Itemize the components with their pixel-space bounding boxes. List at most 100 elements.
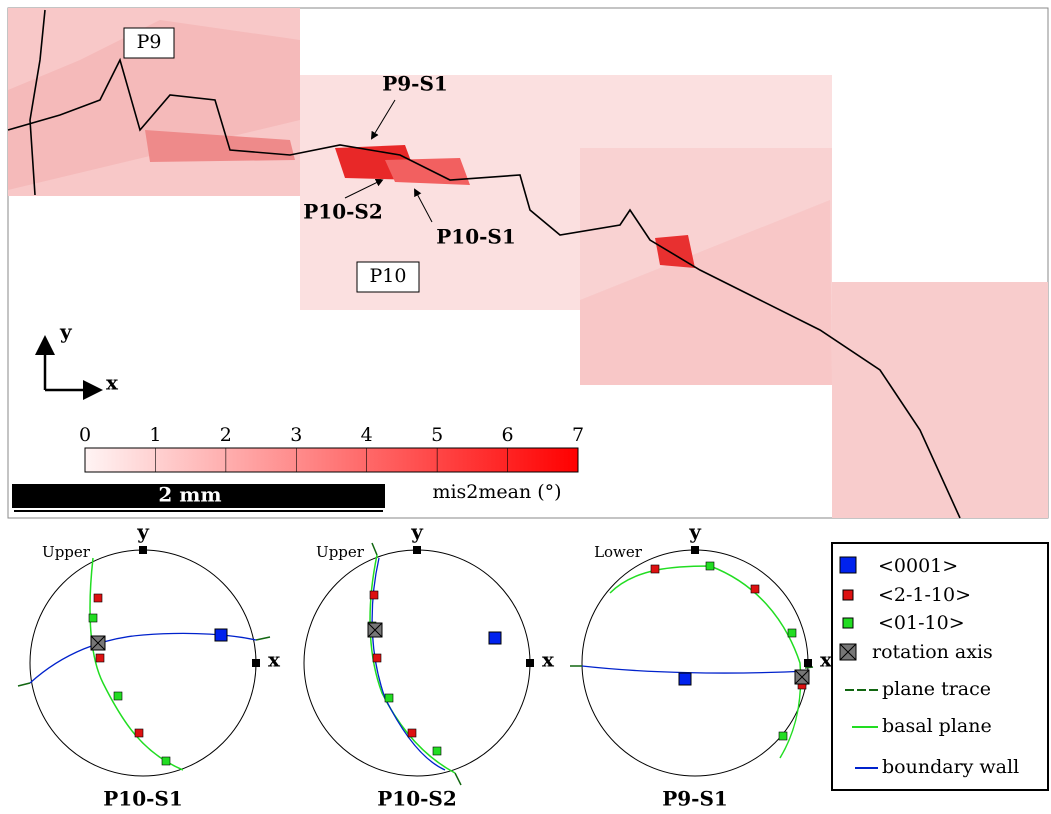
axis-label: x xyxy=(542,648,555,672)
basal-plane xyxy=(89,557,184,771)
rotation-axis xyxy=(90,635,106,651)
legend-entry: plane trace xyxy=(882,678,991,700)
legend-box xyxy=(831,542,1049,791)
axis-label: y xyxy=(59,320,73,344)
plane-trace xyxy=(454,772,462,786)
pole-2-1-10 xyxy=(95,653,105,663)
pole-2-1-10 xyxy=(650,564,660,574)
pole-2-1-10 xyxy=(407,728,417,738)
pole-01-10 xyxy=(113,691,123,701)
boundary-wall xyxy=(371,557,446,771)
legend-entry: <01-10> xyxy=(878,612,965,634)
pole-2-1-10 xyxy=(93,593,103,603)
colorbar-label: mis2mean (°) xyxy=(432,481,561,503)
colorbar-tick-label: 2 xyxy=(220,424,232,446)
hemisphere-label: Upper xyxy=(42,543,91,561)
axis-marker xyxy=(804,659,812,667)
boundary-wall xyxy=(29,632,257,684)
axis-label: y xyxy=(410,520,424,544)
plane-trace xyxy=(371,542,378,556)
pole-2-1-10 xyxy=(369,590,379,600)
legend-entry: <0001> xyxy=(878,555,958,577)
scale-bar-label: 2 mm xyxy=(158,483,221,507)
axis-label: x xyxy=(820,648,833,672)
pole-01-10 xyxy=(787,628,797,638)
pole-01-10 xyxy=(432,746,442,756)
pole-figure: y x Upper P10-S1 xyxy=(17,520,281,811)
arrow xyxy=(344,179,384,199)
primitive-circle xyxy=(581,549,809,777)
pole-0001 xyxy=(488,631,502,645)
grain xyxy=(8,20,300,190)
grain-boundary xyxy=(7,9,961,519)
pole-0001 xyxy=(678,672,692,686)
axis-label: y xyxy=(688,520,702,544)
grain-label: P10 xyxy=(370,265,407,287)
legend-entry: boundary wall xyxy=(882,756,1019,778)
legend: <0001> <2-1-10> <01-10> rotation axis pl… xyxy=(831,542,1049,791)
colorbar-tick-label: 7 xyxy=(572,424,584,446)
grain-label: P9 xyxy=(137,31,162,53)
primitive-circle xyxy=(29,549,257,777)
pole-figure-title: P10-S2 xyxy=(377,787,457,811)
primitive-circle xyxy=(303,549,531,777)
pole-figures: y x Upper P10-S1 y x Upper P10-S2 y x Lower P9-S1 xyxy=(17,520,833,811)
axis-marker xyxy=(526,659,534,667)
annotation: P10-S1 xyxy=(436,225,516,249)
plane-trace xyxy=(17,682,31,687)
pole-01-10 xyxy=(161,756,171,766)
colorbar-tick-label: 5 xyxy=(431,424,443,446)
pole-01-10 xyxy=(88,613,98,623)
plane-trace xyxy=(255,636,271,641)
tile xyxy=(832,282,1048,518)
pole-01-10 xyxy=(778,731,788,741)
legend-swatch xyxy=(842,589,854,601)
pole-0001 xyxy=(214,628,228,642)
axis-marker xyxy=(413,546,421,554)
pole-2-1-10 xyxy=(134,728,144,738)
basal-plane xyxy=(369,554,456,774)
axis-marker xyxy=(139,546,147,554)
label-box xyxy=(356,261,420,293)
colorbar-tick-label: 6 xyxy=(502,424,514,446)
pole-01-10 xyxy=(384,693,394,703)
rotation-axis xyxy=(794,669,810,685)
grain xyxy=(655,235,695,268)
pole-figure-title: P9-S1 xyxy=(662,787,728,811)
label-box xyxy=(123,27,175,59)
pole-01-10 xyxy=(705,561,715,571)
axis-marker xyxy=(691,546,699,554)
grain xyxy=(385,158,470,185)
colorbar-tick-label: 1 xyxy=(149,424,161,446)
annotation: P10-S2 xyxy=(303,200,383,224)
legend-swatch xyxy=(839,556,857,574)
colorbar-tick-label: 3 xyxy=(290,424,302,446)
hemisphere-label: Lower xyxy=(594,543,643,561)
grain xyxy=(145,130,295,162)
pole-figure-title: P10-S1 xyxy=(103,787,183,811)
legend-swatch xyxy=(842,617,854,629)
pole-2-1-10 xyxy=(750,584,760,594)
axis-label: x xyxy=(268,648,281,672)
arrow xyxy=(370,99,396,140)
colorbar-tick-label: 4 xyxy=(361,424,373,446)
legend-entry: basal plane xyxy=(882,715,992,737)
scale-bar xyxy=(12,484,385,508)
legend-entry: <2-1-10> xyxy=(878,584,971,606)
arrow xyxy=(414,188,433,223)
legend-swatch xyxy=(839,643,857,661)
plane-trace xyxy=(804,666,814,669)
rotation-axis xyxy=(367,622,383,638)
annotation: P9-S1 xyxy=(382,72,448,96)
basal-plane xyxy=(609,565,802,759)
axis-label: x xyxy=(106,371,119,395)
legend-entry: rotation axis xyxy=(872,641,993,663)
colorbar-tick-label: 0 xyxy=(79,424,91,446)
colorbar xyxy=(84,447,579,473)
axis-label: y xyxy=(136,520,150,544)
boundary-wall xyxy=(581,665,809,674)
pole-figure: y x Lower P9-S1 xyxy=(570,520,833,811)
pole-figure: y x Upper P10-S2 xyxy=(303,520,555,811)
colorbar-ticks: 0 1 2 3 4 5 6 7 xyxy=(79,424,584,472)
